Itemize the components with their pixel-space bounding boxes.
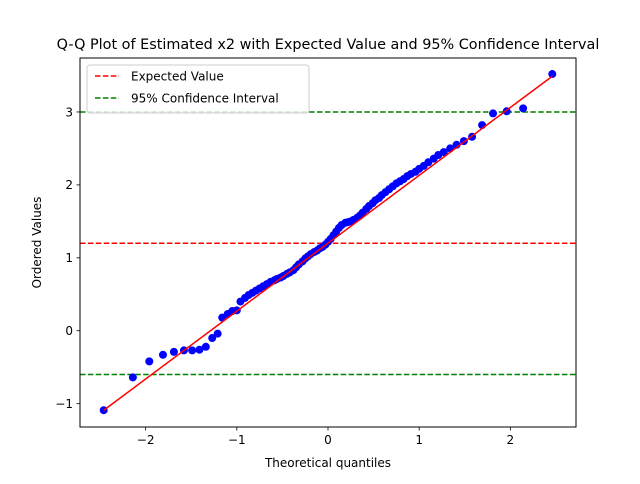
legend-frame	[86, 64, 310, 114]
data-point	[489, 109, 498, 118]
data-point	[208, 334, 217, 343]
legend: Expected Value 95% Confidence Interval	[86, 64, 310, 114]
data-point	[158, 350, 167, 359]
data-point	[213, 329, 222, 338]
data-point	[519, 104, 528, 113]
y-axis-ticks: −1 0 1 2 3	[55, 105, 80, 411]
y-tick-label: −1	[55, 397, 73, 411]
fit-line-group	[103, 75, 553, 411]
plot-content	[80, 70, 576, 415]
x-tick-label: 0	[324, 433, 332, 447]
data-point	[548, 70, 557, 79]
data-point	[128, 373, 137, 382]
data-point	[201, 342, 210, 351]
data-point	[195, 345, 204, 354]
x-axis-ticks: −2 −1 0 1 2	[137, 427, 514, 447]
y-tick-label: 3	[65, 105, 73, 119]
y-tick-label: 1	[65, 251, 73, 265]
legend-label-expected-value: Expected Value	[131, 70, 224, 84]
legend-label-confidence-interval: 95% Confidence Interval	[131, 92, 279, 106]
chart-title: Q-Q Plot of Estimated x2 with Expected V…	[57, 37, 600, 53]
data-point	[169, 347, 178, 356]
data-point	[188, 346, 197, 355]
fit-line	[103, 75, 553, 411]
data-point	[439, 148, 448, 157]
x-tick-label: −1	[228, 433, 246, 447]
x-tick-label: −2	[137, 433, 155, 447]
x-tick-label: 2	[507, 433, 515, 447]
y-tick-label: 2	[65, 178, 73, 192]
x-axis-label: Theoretical quantiles	[264, 456, 391, 470]
y-tick-label: 0	[65, 324, 73, 338]
x-tick-label: 1	[415, 433, 423, 447]
y-axis-label: Ordered Values	[30, 197, 44, 289]
data-point	[145, 357, 154, 366]
